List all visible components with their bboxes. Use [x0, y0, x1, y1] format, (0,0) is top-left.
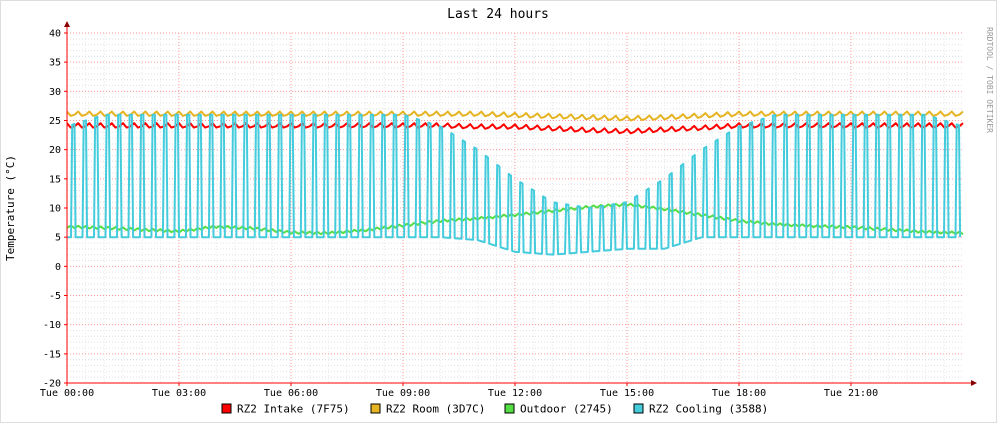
y-axis-label: Temperature (°C) [4, 155, 17, 261]
legend-label: RZ2 Cooling (3588) [649, 403, 768, 416]
y-tick-label: 20 [49, 145, 61, 156]
y-tick-label: 5 [55, 233, 61, 244]
x-tick-label: Tue 00:00 [40, 388, 94, 399]
series-line [66, 202, 964, 236]
legend-swatch [633, 403, 644, 414]
y-tick-label: -20 [43, 379, 61, 390]
series-line [66, 110, 964, 122]
y-tick-label: 35 [49, 58, 61, 69]
y-tick-label: 30 [49, 87, 61, 98]
legend-swatch [504, 403, 515, 414]
x-tick-label: Tue 18:00 [712, 388, 766, 399]
chart-title: Last 24 hours [447, 7, 549, 22]
x-tick-label: Tue 06:00 [264, 388, 318, 399]
series-line [66, 122, 964, 135]
y-tick-label: 40 [49, 29, 61, 40]
grid [66, 32, 963, 384]
legend-label: RZ2 Intake (7F75) [237, 403, 350, 416]
x-tick-label: Tue 15:00 [600, 388, 654, 399]
x-tick-label: Tue 03:00 [152, 388, 206, 399]
y-tick-label: 0 [55, 262, 61, 273]
x-tick-label: Tue 12:00 [488, 388, 542, 399]
legend-swatch [221, 403, 232, 414]
legend-label: Outdoor (2745) [520, 403, 613, 416]
y-tick-label: -15 [43, 349, 61, 360]
legend-label: RZ2 Room (3D7C) [386, 403, 485, 416]
y-tick-label: 10 [49, 204, 61, 215]
y-tick-label: 25 [49, 116, 61, 127]
axes [64, 21, 977, 386]
x-axis-arrow [971, 380, 977, 386]
legend: RZ2 Intake (7F75) RZ2 Room (3D7C) Outdoor … [221, 403, 768, 416]
y-tick-label: 15 [49, 174, 61, 185]
y-tick-label: -10 [43, 320, 61, 331]
series-lines [66, 110, 964, 256]
y-axis-arrow [64, 21, 70, 27]
legend-swatch [370, 403, 381, 414]
series-line [67, 113, 962, 256]
x-tick-label: Tue 09:00 [376, 388, 430, 399]
y-tick-label: -5 [49, 291, 61, 302]
watermark: RRDTOOL / TOBI OETIKER [985, 27, 994, 133]
x-tick-label: Tue 21:00 [824, 388, 878, 399]
